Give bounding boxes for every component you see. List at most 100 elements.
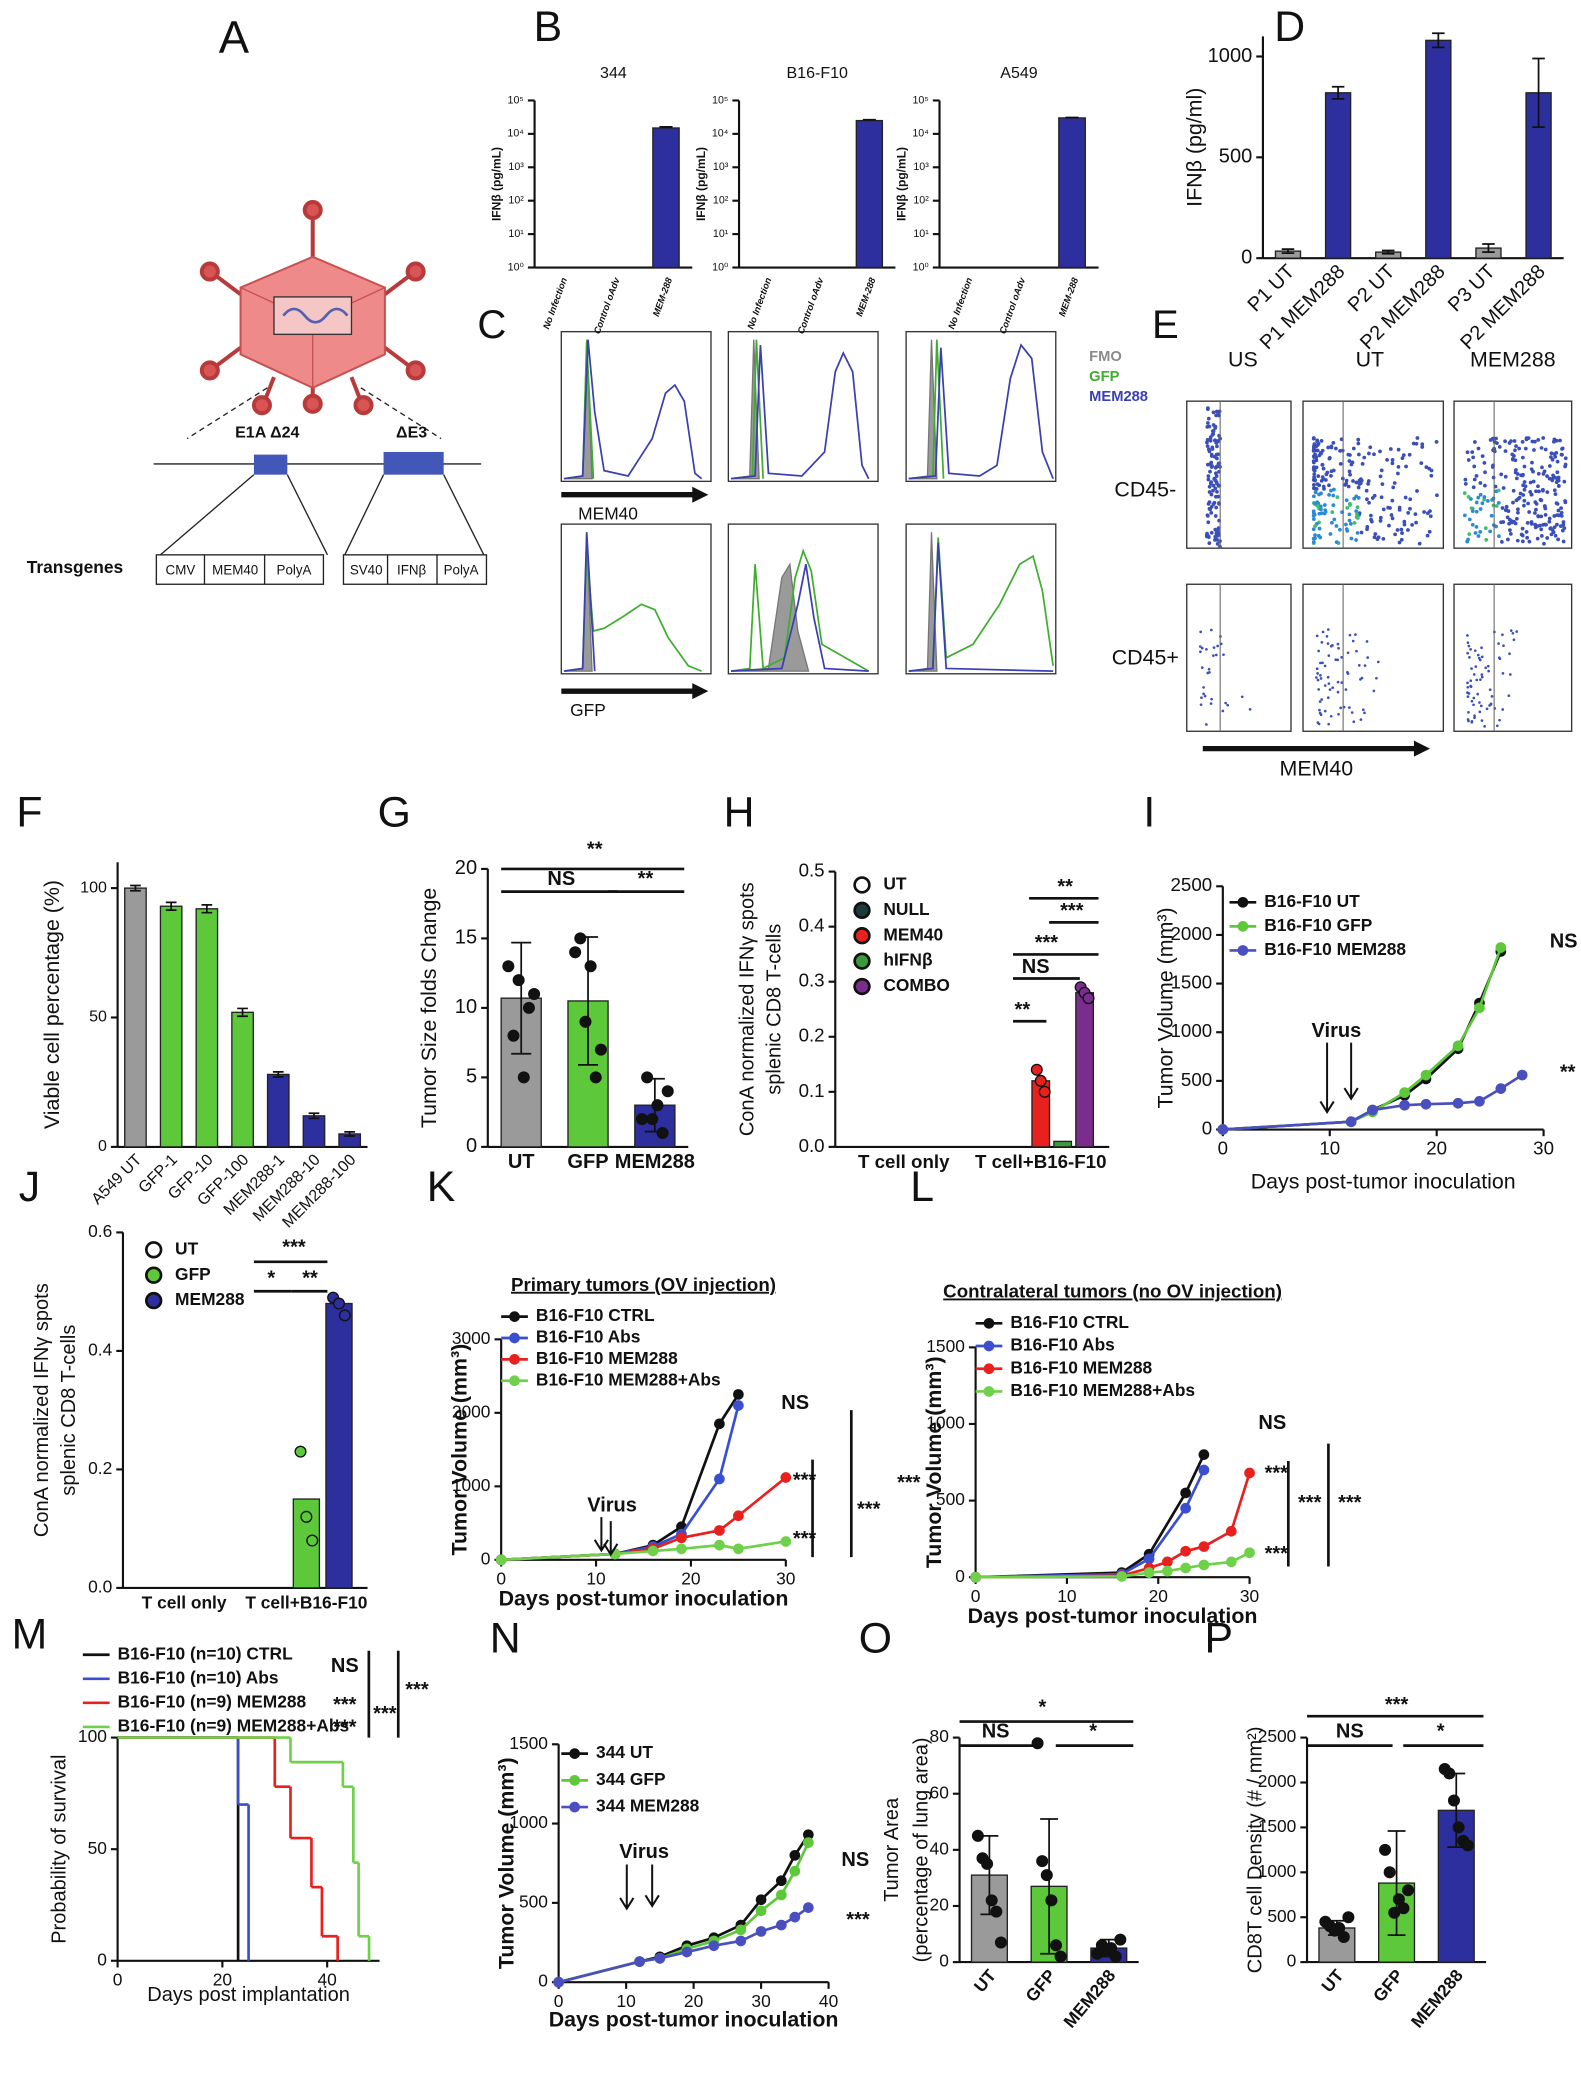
- legend-label: B16-F10 MEM288+Abs: [536, 1369, 721, 1389]
- event-dot: [1485, 498, 1490, 503]
- event-dot: [1213, 538, 1217, 542]
- virus-icon: [199, 200, 426, 416]
- data-point: [1049, 1939, 1063, 1952]
- series-line: [558, 1906, 810, 1984]
- event-dot: [1494, 504, 1499, 508]
- legend-label: UT: [883, 874, 907, 894]
- event-dot: [1347, 469, 1352, 474]
- event-dot: [1312, 472, 1317, 477]
- event-dot: [1311, 517, 1316, 522]
- mem288-curve: [730, 344, 870, 480]
- data-point: [733, 1543, 744, 1555]
- annotation: NS: [1022, 956, 1050, 978]
- y-axis-label: Tumor Volume (mm³): [1153, 907, 1177, 1108]
- legend-label: B16-F10 MEM288+Abs: [1010, 1380, 1195, 1400]
- data-point: [1402, 1884, 1415, 1897]
- data-point: [651, 1099, 664, 1112]
- data-point: [1180, 1487, 1191, 1499]
- data-point: [1461, 1839, 1474, 1852]
- legend-marker: [983, 1386, 995, 1397]
- y-tick-label: 2000: [1171, 923, 1213, 944]
- event-dot: [1205, 438, 1210, 442]
- event-dot: [1531, 479, 1536, 484]
- event-dot: [1555, 522, 1559, 527]
- event-dot: [1407, 452, 1412, 457]
- event-dot: [1487, 669, 1490, 673]
- data-point: [332, 1297, 346, 1310]
- virus-arrow: [619, 1864, 635, 1911]
- event-dot: [1329, 488, 1333, 493]
- event-dot: [1354, 509, 1359, 514]
- y-tick-label: 10³: [508, 161, 524, 173]
- event-dot: [1328, 532, 1333, 536]
- event-dot: [1554, 438, 1559, 443]
- event-dot: [1355, 649, 1358, 653]
- data-point: [1180, 1502, 1191, 1514]
- legend-label: B16-F10 GFP: [1264, 915, 1372, 935]
- data-point: [714, 1539, 725, 1551]
- event-dot: [1482, 495, 1487, 499]
- event-dot: [1474, 473, 1479, 478]
- event-dot: [1494, 436, 1498, 441]
- series-line: [558, 1842, 810, 1984]
- event-dot: [1390, 461, 1395, 466]
- event-dot: [1517, 446, 1521, 451]
- y-tick-label: 100: [78, 1726, 107, 1746]
- event-dot: [1311, 436, 1316, 440]
- data-point: [1452, 1821, 1465, 1834]
- panel-letter: G: [378, 789, 411, 837]
- event-dot: [1496, 488, 1501, 493]
- event-dot: [1521, 493, 1526, 497]
- event-dot: [1214, 471, 1218, 476]
- event-dot: [1344, 688, 1348, 691]
- y-tick-label: 0.4: [799, 915, 825, 936]
- data-point: [981, 1857, 994, 1870]
- y-tick-label: 10: [455, 996, 477, 1018]
- data-point: [553, 1976, 564, 1988]
- event-dot: [1351, 639, 1355, 643]
- event-dot: [1334, 524, 1339, 528]
- event-dot: [1501, 486, 1506, 490]
- event-dot: [1313, 502, 1317, 506]
- x-tick-label: 30: [1240, 1586, 1259, 1606]
- event-dot: [1340, 681, 1344, 684]
- event-dot: [1321, 484, 1326, 489]
- legend-marker: [145, 1266, 163, 1284]
- event-dot: [1408, 506, 1412, 511]
- event-dot: [1370, 496, 1375, 500]
- event-dot: [1399, 537, 1404, 542]
- chart-title: Contralateral tumors (no OV injection): [943, 1281, 1282, 1302]
- bar: [325, 1302, 353, 1589]
- event-dot: [1520, 473, 1525, 478]
- annotation: ***: [1338, 1492, 1362, 1514]
- event-dot: [1352, 720, 1356, 724]
- y-tick-label: 10¹: [713, 228, 729, 240]
- x-axis-label: Days post-tumor inoculation: [1251, 1170, 1516, 1194]
- event-dot: [1469, 648, 1472, 651]
- event-dot: [1471, 485, 1476, 490]
- event-dot: [1462, 513, 1467, 518]
- event-dot: [1542, 541, 1546, 546]
- data-point: [1036, 1855, 1049, 1868]
- legend-label: MEM40: [883, 924, 943, 944]
- data-point: [647, 1545, 659, 1557]
- event-dot: [1545, 474, 1549, 479]
- y-tick-label: 0: [98, 1137, 107, 1155]
- error-bar: [1482, 243, 1495, 253]
- event-dot: [1311, 465, 1316, 470]
- panel-letter: E: [1152, 303, 1179, 347]
- event-dot: [1320, 698, 1324, 701]
- error-bar: [1432, 32, 1445, 49]
- event-dot: [1537, 489, 1541, 494]
- legend-marker: [983, 1340, 995, 1352]
- event-dot: [1491, 496, 1496, 501]
- event-dot: [1214, 409, 1219, 414]
- x-axis-label: GFP: [570, 700, 606, 720]
- event-dot: [1366, 656, 1370, 659]
- x-tick-label: Control oAdv: [998, 276, 1028, 336]
- legend-marker: [509, 1354, 520, 1365]
- annotation: ***: [1298, 1492, 1322, 1514]
- histogram: [730, 548, 870, 672]
- legend-label: B16-F10 MEM288: [1010, 1357, 1152, 1377]
- virus-arrow: [1319, 1042, 1335, 1115]
